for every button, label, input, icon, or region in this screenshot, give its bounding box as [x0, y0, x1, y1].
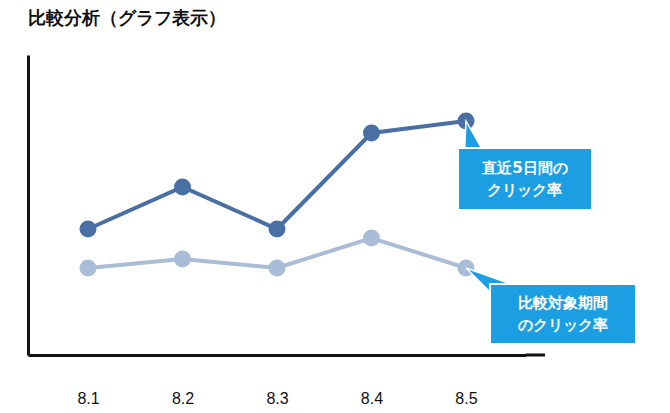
series-marker [80, 221, 97, 238]
x-tick: 8.3 [266, 355, 288, 407]
x-axis-line [29, 354, 527, 357]
series-label-line: 比較対象期間 [518, 294, 608, 312]
x-tick-label: 8.5 [455, 390, 477, 407]
series-line [88, 121, 466, 229]
y-axis [28, 56, 29, 356]
series-marker [363, 230, 380, 247]
series-marker [269, 260, 286, 277]
chart: 比較分析（グラフ表示） 8.1 8.2 8.3 8.4 8.5 直近5日間のクリック率比較対… [0, 0, 670, 413]
series-label-line: クリック率 [487, 181, 562, 199]
series-marker [174, 251, 191, 268]
plot-frame [526, 354, 545, 357]
plot-area [80, 113, 475, 277]
x-tick: 8.5 [455, 355, 477, 407]
x-tick-label: 8.4 [361, 390, 383, 407]
callout-box [458, 148, 592, 210]
x-tick: 8.4 [361, 355, 383, 407]
series-marker [363, 125, 380, 142]
series-label-line: のクリック率 [518, 316, 608, 334]
series-callout: 直近5日間のクリック率 [458, 121, 592, 210]
x-tick-label: 8.2 [172, 390, 194, 407]
series-marker [80, 260, 97, 277]
x-tick-label: 8.3 [266, 390, 288, 407]
x-tick: 8.1 [77, 355, 99, 407]
callout-box [490, 284, 636, 344]
series-marker [174, 179, 191, 196]
series-label: 比較対象期間のクリック率 [518, 294, 608, 334]
y-axis-line [27, 56, 30, 356]
series-label-line: 直近5日間の [481, 159, 567, 177]
series-callout: 比較対象期間のクリック率 [466, 268, 636, 344]
x-tick-label: 8.1 [77, 390, 99, 407]
series-label: 直近5日間のクリック率 [481, 159, 567, 199]
x-tick: 8.2 [172, 355, 194, 407]
x-axis: 8.1 8.2 8.3 8.4 8.5 [29, 355, 527, 407]
title: 比較分析（グラフ表示） [28, 7, 226, 28]
series-marker [269, 221, 286, 238]
